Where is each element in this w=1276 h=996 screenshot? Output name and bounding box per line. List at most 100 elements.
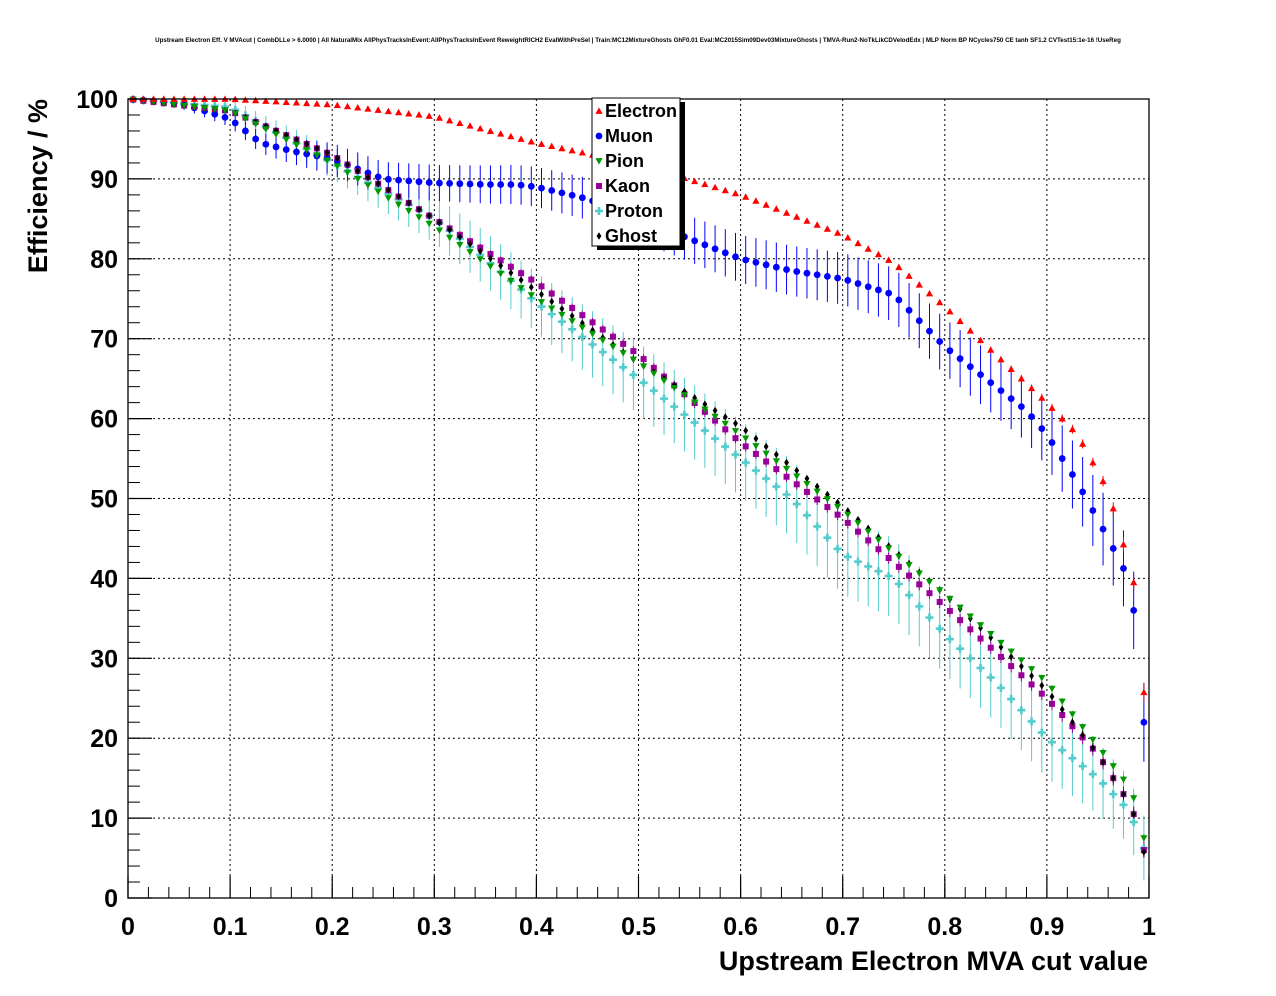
pion-point [558,311,566,319]
electron-point [517,135,525,142]
muon-point [374,173,382,181]
muon-point [1120,565,1127,572]
muon-point [762,261,770,269]
muon-point [864,283,872,291]
y-tick-label: 20 [90,725,118,753]
ghost-point [559,304,565,313]
electron-point [874,250,883,258]
muon-point [823,272,831,280]
kaon-point [977,635,984,642]
pion-point [650,370,658,378]
proton-point [537,302,546,311]
ghost-point [457,233,463,241]
electron-point [915,281,923,288]
x-tick-label: 0.6 [723,913,758,941]
electron-point [507,132,515,140]
y-tick-label: 90 [90,166,118,194]
muon-point [813,271,821,279]
ghost-point [314,144,320,153]
pion-point [803,481,811,488]
kaon-legend-label: Kaon [605,176,650,196]
pion-point [701,406,709,414]
pion-point [731,428,740,435]
electron-point [987,346,995,353]
proton-point [1037,728,1046,737]
muon-point [895,296,903,304]
muon-point [436,179,443,187]
muon-point [742,256,750,264]
proton-point [986,673,995,682]
legend: Electron Muon Pion Kaon Proton Ghost [591,97,685,250]
electron-point [1017,375,1025,382]
electron-point [497,130,505,137]
pion-point [537,299,546,306]
ghost-point [763,442,769,451]
muon-point [425,179,433,186]
electron-point [833,229,842,236]
ghost-point [549,297,555,306]
muon-point [538,184,545,192]
ghost-point [416,205,422,214]
pion-point [384,195,392,202]
proton-point [588,340,597,349]
y-tick-label: 70 [90,326,118,354]
electron-point [527,138,535,145]
proton-point [700,426,709,435]
kaon-point [579,312,586,319]
pion-point [343,169,352,177]
proton-point [894,579,903,588]
kaon-point [916,581,923,588]
muon-point [558,189,566,197]
muon-point [456,180,464,188]
kaon-point [906,572,913,579]
pion-point [323,157,331,164]
y-tick-label: 50 [90,486,118,514]
proton-point [690,418,699,427]
proton-point [802,511,811,520]
electron-point [1109,504,1117,512]
pion-point [711,413,719,421]
pion-point [476,256,484,263]
kaon-point [936,598,943,605]
muon-point [384,175,392,183]
ghost-point [1008,652,1014,661]
electron-point [793,213,801,220]
proton-point [741,458,750,467]
ghost-point [1131,810,1137,818]
proton-point [598,348,607,357]
pion-point [599,337,607,344]
electron-point [782,209,791,216]
electron-point [446,116,454,124]
muon-point [803,269,811,277]
proton-point [1088,770,1097,779]
ghost-point [794,466,800,475]
pion-point [252,121,260,128]
pion-point [936,587,944,594]
proton-point [619,363,628,372]
ghost-point [814,482,820,491]
electron-point [1048,404,1056,411]
muon-point [783,266,790,273]
x-axis-title: Upstream Electron MVA cut value [719,946,1148,976]
electron-point [333,101,341,109]
kaon-point [487,251,494,258]
pion-point [609,343,617,351]
ghost-point [773,450,779,459]
kaon-point [875,546,882,553]
muon-point [395,176,402,184]
ghost-point [396,192,401,201]
proton-point [1048,738,1057,747]
y-tick-label: 40 [90,565,118,593]
proton-point [915,602,924,611]
muon-point [1130,606,1138,614]
pion-point [1007,648,1015,656]
electron-point [997,355,1005,363]
electron-point [282,98,290,105]
muon-point [221,113,229,121]
pion-point [885,545,893,552]
x-tick-label: 0.3 [417,913,452,941]
pion-point [415,214,423,221]
pion-point [1089,736,1097,744]
proton-legend-label: Proton [605,201,663,221]
muon-point [262,140,270,148]
